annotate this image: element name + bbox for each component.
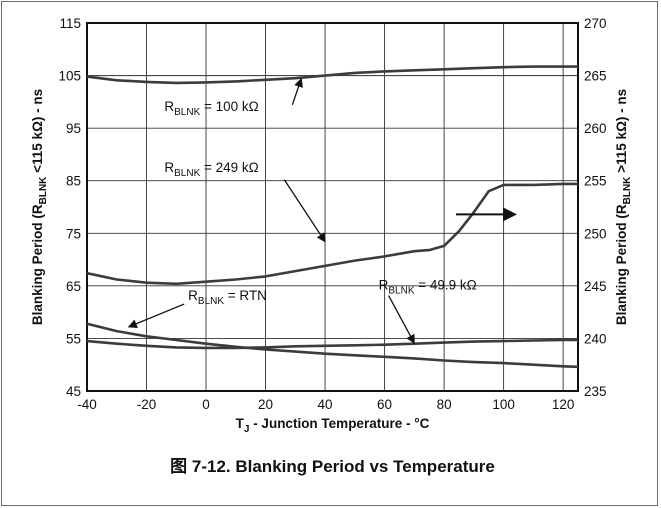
series-label-3: RBLNK = 49.9 kΩ: [379, 278, 477, 297]
y-left-tick-label: 105: [58, 69, 81, 84]
y-right-tick-label: 235: [584, 384, 607, 399]
series-line-1: [86, 182, 578, 286]
x-tick-label: 20: [258, 397, 273, 412]
series-line-3: [86, 338, 578, 350]
y-left-tick-label: 45: [66, 384, 81, 399]
chart: -40 -20 0 20 40 60 80 100 120 45 55 65 75 85 95 105 115 2…: [30, 16, 633, 435]
annotation-arrow: [291, 77, 303, 106]
figure-caption: 图 7-12. Blanking Period vs Temperature: [170, 457, 495, 476]
x-tick-label: 100: [492, 397, 515, 412]
annotation-arrow: [283, 179, 326, 243]
x-tick-label: -20: [137, 397, 157, 412]
y-right-tick-label: 240: [584, 331, 607, 346]
y-left-tick-label: 55: [66, 331, 81, 346]
y-left-tick-label: 85: [66, 174, 81, 189]
x-tick-label: 0: [202, 397, 210, 412]
x-tick-label: 120: [552, 397, 575, 412]
y-right-tick-label: 255: [584, 174, 607, 189]
y-right-tick-label: 270: [584, 16, 607, 31]
y-right-axis-title: Blanking Period (RBLNK >115 kΩ) - ns: [614, 89, 633, 325]
y-right-tick-label: 260: [584, 121, 607, 136]
y-left-tick-label: 115: [59, 16, 81, 31]
y-left-tick-label: 75: [66, 226, 81, 241]
x-tick-label: 80: [437, 397, 452, 412]
annotation-arrow: [127, 303, 185, 328]
y-right-tick-label: 245: [584, 279, 607, 294]
series-label-2: RBLNK = RTN: [188, 288, 267, 307]
series-label-1: RBLNK = 249 kΩ: [164, 160, 258, 179]
plot-border: [86, 22, 579, 392]
series-label-0: RBLNK = 100 kΩ: [164, 99, 258, 118]
y-left-axis-title: Blanking Period (RBLNK <115 kΩ) - ns: [30, 89, 49, 325]
x-tick-label: -40: [77, 397, 97, 412]
series-line-0: [86, 65, 578, 85]
y-left-tick-label: 95: [66, 121, 81, 136]
x-axis-title: TJ - Junction Temperature - °C: [236, 416, 430, 435]
series-line-2: [86, 322, 579, 369]
y-right-tick-label: 250: [584, 226, 607, 241]
y-left-tick-label: 65: [66, 279, 81, 294]
x-tick-label: 60: [377, 397, 392, 412]
annotation-arrow: [388, 295, 415, 344]
x-tick-label: 40: [318, 397, 333, 412]
y-right-tick-label: 265: [584, 69, 607, 84]
